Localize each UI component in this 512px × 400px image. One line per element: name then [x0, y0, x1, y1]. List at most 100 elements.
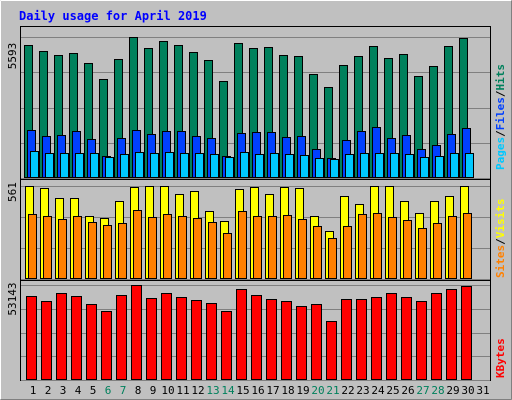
- bar-sites-day-11: [178, 216, 187, 279]
- bar-sites-day-22: [343, 226, 352, 279]
- x-tick-label: 29: [446, 384, 459, 397]
- bar-kbytes-day-10: [161, 293, 172, 380]
- bar-kbytes-day-29: [446, 289, 457, 380]
- x-tick-label: 22: [341, 384, 354, 397]
- bar-sites-day-12: [193, 218, 202, 279]
- bar-sites-day-28: [433, 223, 442, 279]
- panel-hits-max-label: 5593: [6, 43, 19, 70]
- legend-sep-3: /: [494, 238, 507, 245]
- bar-pages-day-24: [375, 153, 384, 178]
- bar-sites-day-16: [253, 216, 262, 279]
- bar-kbytes-day-1: [26, 296, 37, 380]
- bar-sites-day-8: [133, 210, 142, 279]
- bar-sites-day-10: [163, 214, 172, 279]
- bar-pages-day-6: [105, 157, 114, 178]
- bar-sites-day-18: [283, 215, 292, 279]
- bar-pages-day-21: [330, 159, 339, 178]
- bar-pages-day-7: [120, 154, 129, 178]
- bar-pages-day-14: [225, 157, 234, 178]
- x-tick-label: 14: [221, 384, 235, 397]
- bar-pages-day-25: [390, 153, 399, 178]
- x-tick-label: 9: [150, 384, 157, 397]
- bar-pages-day-10: [165, 152, 174, 178]
- x-tick-label: 2: [45, 384, 52, 397]
- x-axis-labels: 1 2 3 4 5 6 7 8 9 10 11 12 13 14 15 16 17 18 19 20 21 22 23 24 2…: [30, 384, 490, 397]
- bar-sites-day-29: [448, 216, 457, 279]
- x-tick-label: 4: [75, 384, 82, 397]
- bar-kbytes-day-6: [101, 311, 112, 380]
- bar-kbytes-day-12: [191, 300, 202, 380]
- bar-kbytes-day-28: [431, 293, 442, 380]
- bar-kbytes-day-23: [356, 299, 367, 380]
- x-tick-label: 23: [356, 384, 369, 397]
- x-tick-label: 27: [416, 384, 429, 397]
- bar-kbytes-day-27: [416, 301, 427, 380]
- bar-kbytes-day-18: [281, 301, 292, 380]
- bar-pages-day-13: [210, 154, 219, 178]
- legend-hits: Hits: [494, 64, 507, 91]
- bar-kbytes-day-22: [341, 299, 352, 380]
- bar-pages-day-8: [135, 152, 144, 178]
- bar-sites-day-26: [403, 220, 412, 279]
- x-tick-label: 21: [326, 384, 339, 397]
- bar-pages-day-1: [30, 151, 39, 178]
- bar-sites-day-3: [58, 219, 67, 279]
- x-tick-label: 12: [191, 384, 204, 397]
- x-tick-label: 13: [206, 384, 219, 397]
- bar-pages-day-26: [405, 154, 414, 178]
- legend-files: Files: [494, 97, 507, 130]
- legend-sep-1: /: [494, 130, 507, 137]
- bar-pages-day-22: [345, 154, 354, 178]
- bar-kbytes-day-4: [71, 296, 82, 380]
- legend-sites-visits: Sites/Visits: [494, 199, 507, 279]
- bar-sites-day-9: [148, 217, 157, 279]
- bar-sites-day-19: [298, 219, 307, 279]
- panel-visits-max-label: 561: [6, 182, 19, 202]
- bar-sites-day-7: [118, 223, 127, 279]
- bar-sites-day-15: [238, 211, 247, 279]
- bar-kbytes-day-5: [86, 304, 97, 380]
- bar-sites-day-23: [358, 214, 367, 279]
- bar-pages-day-4: [75, 153, 84, 178]
- x-tick-label: 28: [431, 384, 444, 397]
- bar-sites-day-4: [73, 216, 82, 279]
- x-tick-label: 8: [135, 384, 142, 397]
- bar-pages-day-23: [360, 153, 369, 178]
- bar-kbytes-day-15: [236, 289, 247, 380]
- panel-kbytes-max-label: 53143: [6, 282, 19, 315]
- x-tick-label: 5: [90, 384, 97, 397]
- bar-pages-day-16: [255, 154, 264, 178]
- bar-kbytes-day-19: [296, 306, 307, 380]
- bar-sites-day-30: [463, 213, 472, 279]
- x-tick-label: 7: [120, 384, 127, 397]
- bar-kbytes-day-26: [401, 297, 412, 380]
- x-tick-label: 17: [266, 384, 279, 397]
- bar-pages-day-29: [450, 153, 459, 178]
- bar-kbytes-day-30: [461, 286, 472, 380]
- legend-sep-2: /: [494, 90, 507, 97]
- bar-kbytes-day-7: [116, 295, 127, 380]
- bar-pages-day-27: [420, 157, 429, 178]
- bar-sites-day-27: [418, 228, 427, 279]
- x-tick-label: 6: [105, 384, 112, 397]
- bar-sites-day-25: [388, 217, 397, 279]
- bar-pages-day-3: [60, 153, 69, 178]
- bar-pages-day-19: [300, 155, 309, 178]
- bar-sites-day-20: [313, 226, 322, 279]
- bar-kbytes-day-24: [371, 297, 382, 380]
- x-tick-label: 26: [401, 384, 414, 397]
- legend-sites: Sites: [494, 245, 507, 278]
- x-tick-label: 31: [476, 384, 489, 397]
- bar-kbytes-day-2: [41, 301, 52, 380]
- bar-kbytes-day-11: [176, 297, 187, 380]
- x-tick-label: 18: [281, 384, 294, 397]
- x-tick-label: 11: [176, 384, 189, 397]
- bar-pages-day-30: [465, 153, 474, 178]
- legend-kbytes: KBytes: [494, 338, 507, 378]
- bar-pages-day-12: [195, 153, 204, 178]
- legend-visits: Visits: [494, 199, 507, 239]
- bar-kbytes-day-20: [311, 304, 322, 380]
- x-tick-label: 30: [461, 384, 474, 397]
- bar-sites-day-14: [223, 233, 232, 279]
